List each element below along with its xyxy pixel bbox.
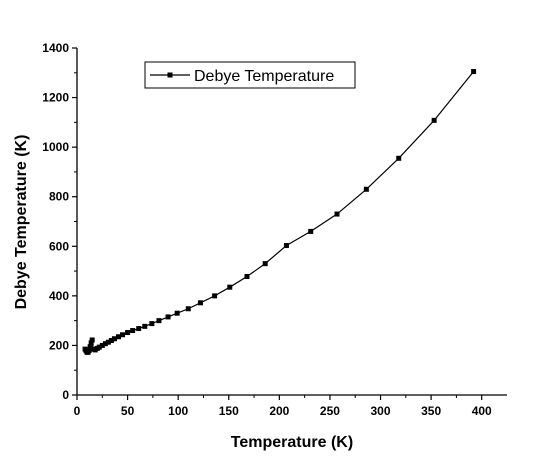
- series-line: [84, 71, 475, 354]
- x-tick-label: 250: [320, 404, 340, 418]
- data-point: [431, 117, 437, 123]
- x-axis-title: Temperature (K): [231, 434, 353, 451]
- y-tick-label: 400: [49, 289, 69, 303]
- x-tick-label: 350: [421, 404, 441, 418]
- x-tick-label: 400: [472, 404, 492, 418]
- data-point: [86, 347, 92, 353]
- data-point: [99, 342, 105, 348]
- data-point: [105, 339, 111, 345]
- data-point: [149, 321, 155, 327]
- x-tick-label: 150: [219, 404, 239, 418]
- data-point: [96, 344, 102, 350]
- x-tick-label: 100: [168, 404, 188, 418]
- y-tick-label: 0: [62, 388, 69, 402]
- data-point: [185, 306, 191, 312]
- data-point: [108, 337, 114, 343]
- legend-label: Debye Temperature: [194, 68, 334, 85]
- data-point: [197, 300, 203, 306]
- data-point: [111, 336, 117, 342]
- data-point: [283, 243, 289, 249]
- data-point: [471, 69, 477, 75]
- data-point: [174, 310, 180, 316]
- data-point: [130, 328, 136, 334]
- data-point: [87, 344, 93, 350]
- data-point: [244, 274, 250, 280]
- x-tick-label: 0: [74, 404, 81, 418]
- y-tick-label: 600: [49, 239, 69, 253]
- data-point: [363, 186, 369, 192]
- legend-marker: [167, 72, 173, 78]
- data-point: [120, 332, 126, 338]
- y-tick-label: 1000: [42, 140, 69, 154]
- y-tick-label: 1400: [42, 41, 69, 55]
- data-point: [308, 228, 314, 234]
- data-point: [165, 314, 171, 320]
- y-tick-label: 1200: [42, 91, 69, 105]
- y-axis-ticks: 0 200 400 600 800 1000 1200 1400: [42, 41, 77, 402]
- data-point: [334, 211, 340, 217]
- data-point: [262, 261, 268, 267]
- legend: Debye Temperature: [144, 61, 356, 89]
- y-tick-label: 800: [49, 190, 69, 204]
- data-point: [115, 334, 121, 340]
- data-point: [156, 318, 162, 324]
- x-tick-label: 300: [371, 404, 391, 418]
- plot-frame: [76, 48, 507, 396]
- series-layer: [82, 69, 477, 355]
- x-tick-label: 50: [121, 404, 135, 418]
- x-axis-ticks: 0 50 100 150 200 250 300 350 400: [74, 395, 492, 418]
- y-tick-label: 200: [49, 338, 69, 352]
- data-point: [142, 323, 148, 329]
- data-point: [102, 341, 108, 347]
- data-point: [212, 293, 218, 299]
- data-point: [227, 284, 233, 290]
- y-axis-title: Debye Temperature (K): [13, 135, 30, 310]
- x-tick-label: 200: [269, 404, 289, 418]
- data-point: [396, 155, 402, 161]
- data-point: [89, 337, 95, 343]
- data-point: [88, 340, 94, 346]
- data-point: [125, 330, 131, 336]
- data-point: [136, 326, 142, 332]
